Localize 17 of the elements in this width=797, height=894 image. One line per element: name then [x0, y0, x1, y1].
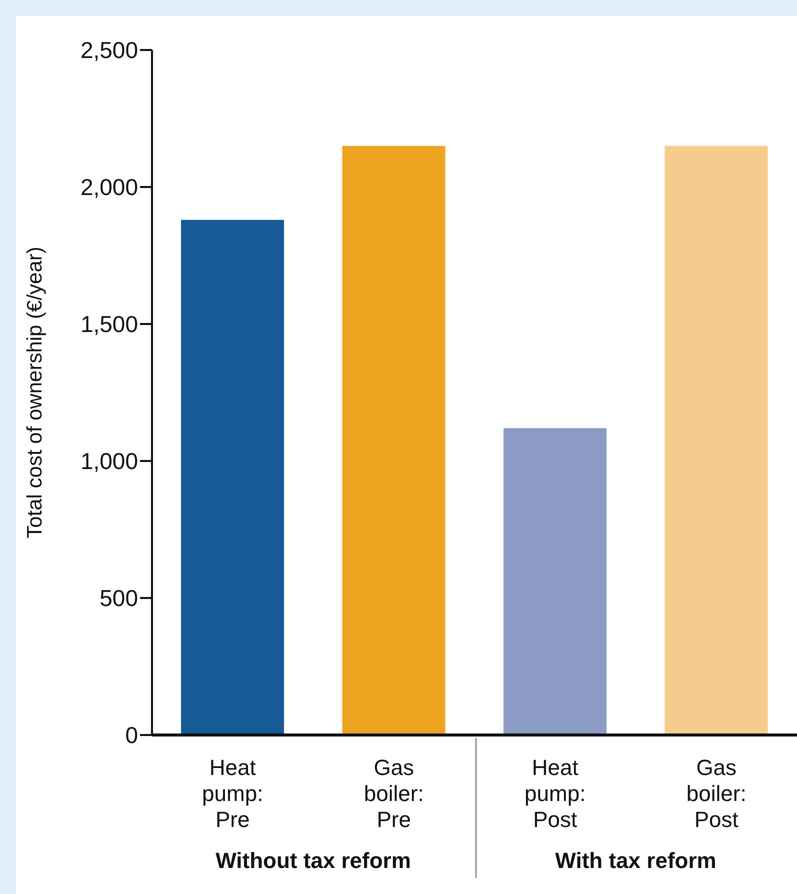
- bar: [342, 146, 446, 735]
- text: With tax reform: [554, 848, 718, 874]
- y-tick-label: 2,500: [80, 37, 138, 64]
- bar: [664, 146, 768, 735]
- y-axis-title: Total cost of ownership (€/year): [23, 246, 46, 538]
- y-tick-label: 2,000: [80, 174, 138, 200]
- y-tick-label: 1,500: [80, 311, 138, 338]
- x-tick-label: Heat pump: Post: [524, 755, 586, 832]
- text: Without tax reform: [214, 848, 412, 874]
- bar: [504, 428, 607, 735]
- y-tick-label: 1,000: [80, 448, 138, 474]
- y-tick-label: 500: [100, 585, 138, 612]
- bar: [181, 220, 284, 735]
- x-tick-label: Gas boiler: Pre: [364, 755, 424, 832]
- y-tick-label: 0: [125, 722, 138, 748]
- x-tick-label: Gas boiler: Post: [686, 755, 746, 832]
- x-tick-label: Heat pump: Pre: [202, 755, 264, 832]
